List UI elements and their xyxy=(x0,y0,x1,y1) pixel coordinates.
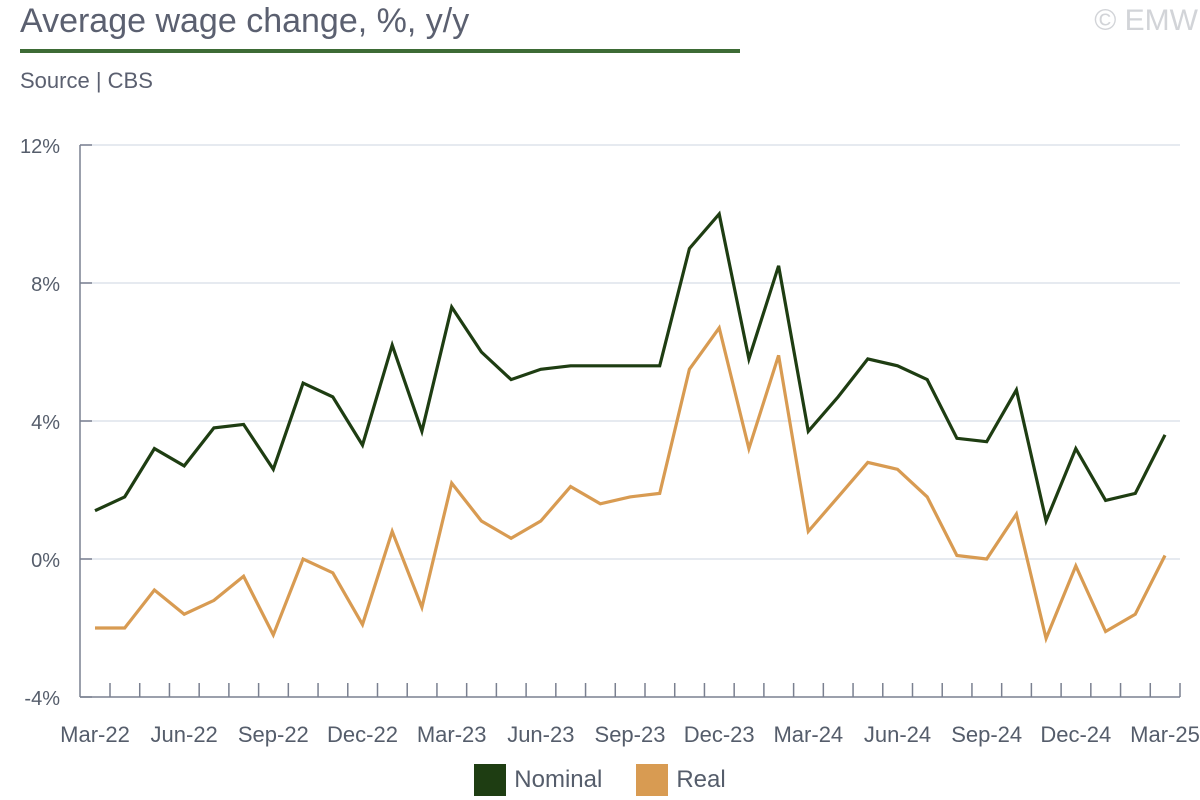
x-tick-label: Mar-23 xyxy=(417,722,487,747)
y-tick-label: 12% xyxy=(20,136,60,158)
x-tick-label: Dec-24 xyxy=(1040,722,1111,747)
x-tick-label: Jun-23 xyxy=(507,722,574,747)
x-tick-label: Sep-24 xyxy=(951,722,1022,747)
x-tick-label: Jun-24 xyxy=(864,722,931,747)
x-tick-label: Dec-22 xyxy=(327,722,398,747)
x-tick-label: Mar-24 xyxy=(773,722,843,747)
line-chart: 12% 8% 4% 0% -4%Mar-22 Jun-22 Sep-22 Dec-22 Mar-… xyxy=(20,136,1200,747)
legend: Nominal Real xyxy=(0,764,1200,796)
legend-swatch-nominal xyxy=(474,764,507,796)
x-tick-label: Mar-22 xyxy=(60,722,130,747)
legend-label-real: Real xyxy=(676,766,726,793)
x-tick-label: Jun-22 xyxy=(151,722,218,747)
x-tick-label: Sep-22 xyxy=(238,722,309,747)
legend-item-nominal[interactable]: Nominal xyxy=(474,764,602,796)
title-underline xyxy=(20,49,740,53)
y-tick-label: 4% xyxy=(31,412,60,434)
legend-item-real[interactable]: Real xyxy=(636,764,726,796)
y-tick-label: -4% xyxy=(24,688,60,710)
x-tick-label: Dec-23 xyxy=(684,722,755,747)
legend-label-nominal: Nominal xyxy=(514,766,603,793)
y-tick-label: 8% xyxy=(31,274,60,296)
real-line xyxy=(95,324,1167,644)
legend-swatch-real xyxy=(636,764,669,796)
nominal-line xyxy=(94,210,1167,527)
copyright-watermark: © EMW xyxy=(1094,4,1198,37)
y-tick-label: 0% xyxy=(31,550,60,572)
x-tick-label: Sep-23 xyxy=(595,722,666,747)
source-label: Source | CBS xyxy=(20,68,153,93)
x-tick-label: Mar-25 xyxy=(1130,722,1200,747)
chart-title: Average wage change, %, y/y xyxy=(20,2,470,40)
